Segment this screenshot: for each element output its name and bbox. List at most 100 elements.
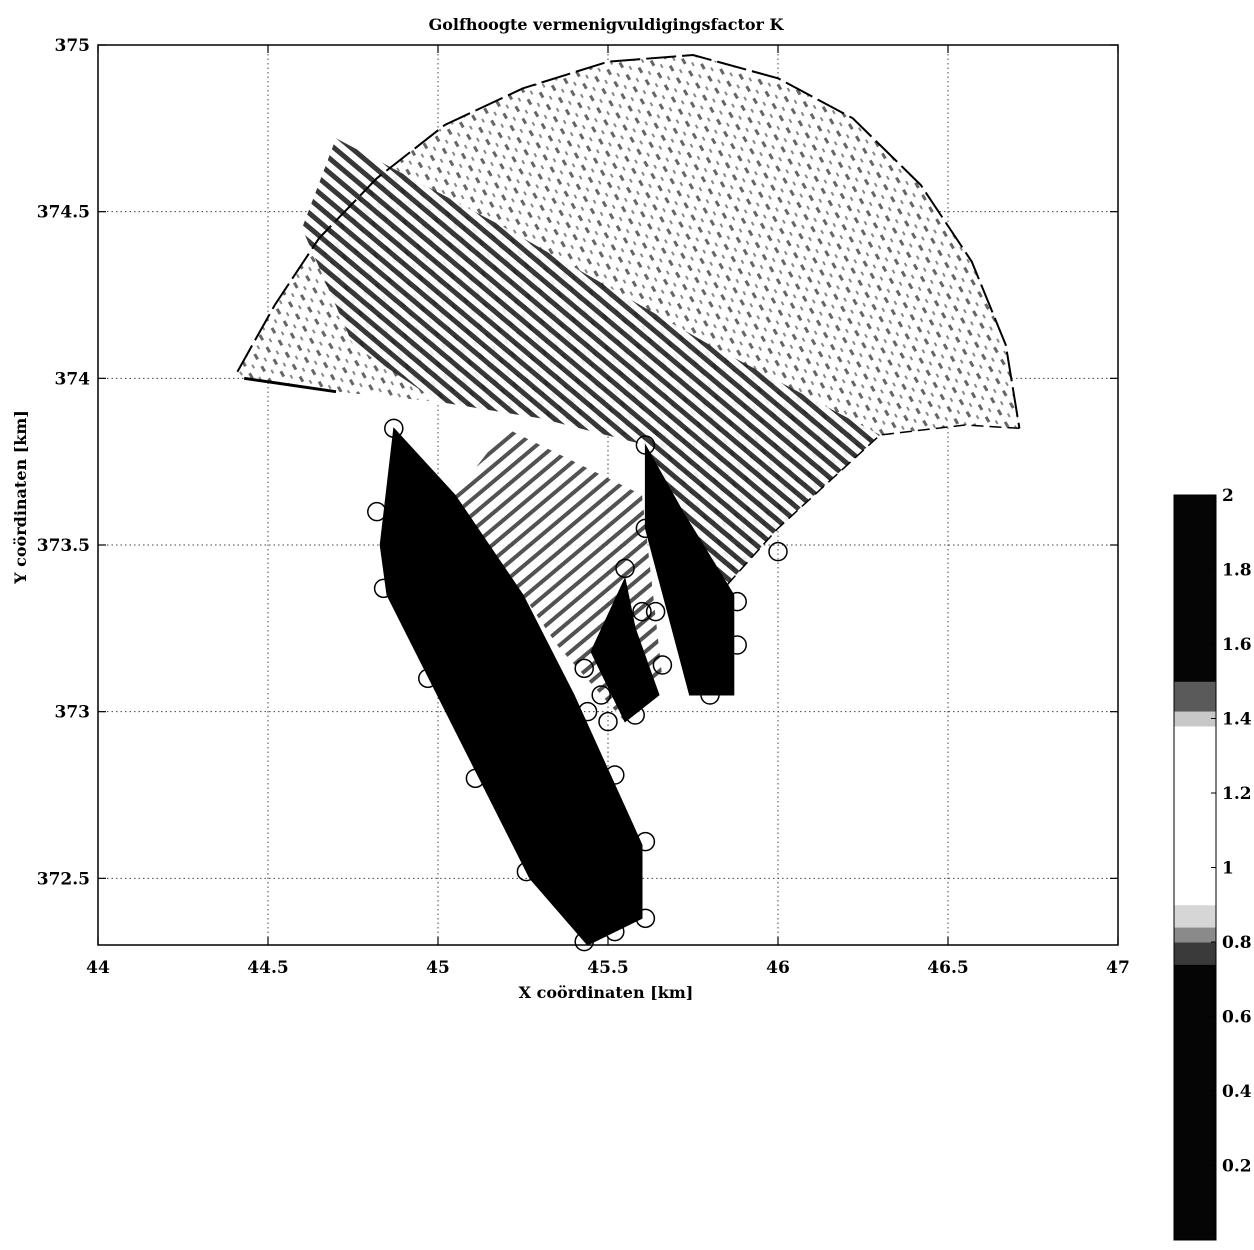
structure-marker [768,541,788,562]
structure-marker [652,655,673,675]
colorbar-tick-label: 1.8 [1222,561,1252,581]
colorbar-segment [1174,740,1216,749]
colorbar-tick-label: 0.8 [1222,933,1252,953]
colorbar-segment [1174,554,1216,563]
colorbar-segment [1174,495,1216,503]
colorbar-segment [1174,591,1216,600]
colorbar-segment [1174,956,1216,965]
colorbar-segment [1174,532,1216,541]
colorbar-segment [1174,874,1216,883]
colorbar-segment [1174,1038,1216,1047]
structure-marker [645,601,666,622]
structure-marker [635,518,656,539]
colorbar-segment [1174,733,1216,742]
colorbar-segment [1174,673,1216,682]
colorbar-segment [1174,1023,1216,1032]
colorbar-segment [1174,837,1216,846]
colorbar-segment [1174,822,1216,831]
colorbar-segment [1174,815,1216,824]
structure-marker [635,831,656,852]
chart-title: Golfhoogte vermenigvuldigingsfactor K [429,15,785,34]
y-axis-label: Y coördinaten [km] [11,410,30,585]
colorbar-segment [1174,569,1216,578]
colorbar-segment [1174,1105,1216,1114]
colorbar-segment [1174,807,1216,816]
structure-marker [591,685,611,705]
colorbar-segment [1174,606,1216,615]
colorbar-tick-label: 0.4 [1222,1082,1252,1102]
colorbar-segment [1174,599,1216,608]
colorbar-segment [1174,1053,1216,1062]
x-tick-label: 45.5 [587,958,628,978]
x-tick-label: 44 [86,958,110,978]
colorbar-tick-label: 1.4 [1222,710,1252,730]
colorbar-segment [1174,934,1216,943]
colorbar-segment [1174,904,1216,913]
colorbar-segment [1174,1113,1216,1122]
breakwater-zuiderdam [379,427,643,946]
structure-marker [727,591,747,612]
colorbar-segment [1174,845,1216,854]
colorbar-segment [1174,785,1216,794]
colorbar-segment [1174,621,1216,630]
colorbar-segment [1174,1158,1216,1166]
structure-marker [367,501,387,522]
colorbar-segment [1174,1232,1216,1241]
colorbar-segment [1174,882,1216,891]
breakwater-middendam [590,576,660,723]
structure-marker [700,685,720,705]
colorbar-segment [1174,703,1216,712]
x-axis-ticks: 44 44.5 45 45.5 46 46.5 47 [86,45,1130,978]
colorbar-segment [1174,524,1216,533]
colorbar-segment [1174,718,1216,727]
colorbar-tick-label: 0.2 [1222,1157,1252,1177]
open-boundary [243,376,337,394]
structure-marker [632,601,652,622]
y-tick-label: 372.5 [37,869,90,889]
domain-boundary [236,53,1021,429]
x-axis-label: X coördinaten [km] [519,983,694,1002]
colorbar-segment [1174,688,1216,697]
structure-marker [635,908,656,929]
colorbar-tick-label: 1.6 [1222,635,1252,655]
colorbar-segment [1174,644,1216,652]
colorbar-segment [1174,658,1216,667]
structure-marker [516,861,537,882]
structure-marker [727,635,747,655]
colorbar-segment [1174,979,1216,988]
colorbar-segment [1174,711,1216,719]
structure-marker [574,658,594,679]
colorbar-segment [1174,897,1216,906]
colorbar-segment [1174,867,1216,876]
structure-marker [615,558,635,579]
colorbar-segment [1174,860,1216,868]
colorbar-segment [1174,986,1216,995]
colorbar-segment [1174,1195,1216,1204]
structure-marker [625,705,645,725]
colorbar-segment [1174,636,1216,645]
x-tick-label: 44.5 [247,958,288,978]
colorbar-segment [1174,949,1216,958]
colorbar-segment [1174,994,1216,1003]
colorbar-segment [1174,1068,1216,1077]
structure-marker [577,701,598,722]
colorbar-segment [1174,1165,1216,1174]
structure-marker [465,768,486,789]
x-tick-label: 46.5 [927,958,968,978]
colorbar-segment [1174,1098,1216,1107]
structure-marker [384,418,404,439]
colorbar-segment [1174,1150,1216,1159]
colorbar-segment [1174,1172,1216,1181]
colorbar-segment [1174,1217,1216,1226]
colorbar-tick-label: 0.6 [1222,1008,1252,1028]
colorbar-segment [1174,889,1216,898]
colorbar-segment [1174,614,1216,623]
colorbar-segment [1174,547,1216,556]
colorbar-segment [1174,666,1216,675]
colorbar-tick-label: 1.2 [1222,784,1252,804]
colorbar-segment [1174,681,1216,690]
x-tick-label: 46 [766,958,790,978]
colorbar-segment [1174,651,1216,660]
colorbar-segment [1174,502,1216,511]
colorbar-segment [1174,1016,1216,1025]
